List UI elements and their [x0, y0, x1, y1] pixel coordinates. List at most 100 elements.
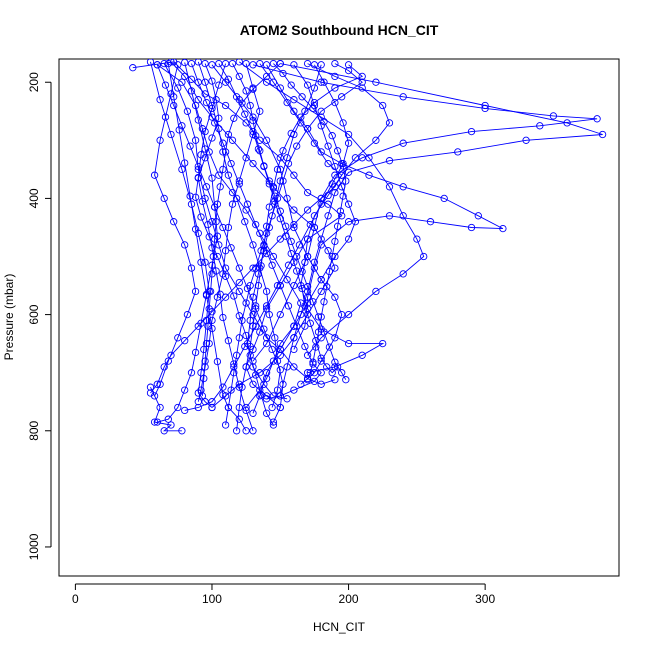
data-point — [208, 316, 216, 325]
data-point — [249, 409, 257, 417]
data-point — [230, 114, 238, 122]
data-point — [243, 284, 252, 293]
data-point — [200, 374, 208, 383]
data-point — [297, 119, 305, 127]
series-7 — [249, 61, 601, 365]
data-point — [309, 358, 317, 366]
data-point — [293, 142, 301, 150]
data-point — [178, 78, 186, 86]
data-point — [254, 281, 263, 290]
series-28 — [153, 61, 284, 412]
data-point — [331, 237, 339, 246]
data-point — [284, 159, 293, 168]
data-point — [262, 229, 271, 237]
data-point — [276, 345, 284, 354]
data-point — [235, 72, 243, 81]
data-point — [301, 302, 309, 310]
data-point — [224, 337, 233, 345]
series-6 — [235, 59, 428, 359]
data-point — [385, 157, 394, 165]
data-point — [306, 369, 314, 377]
data-point — [399, 212, 407, 220]
series-line — [197, 63, 261, 402]
data-point — [598, 130, 607, 139]
data-point — [342, 177, 350, 185]
data-point — [344, 200, 353, 208]
series-26 — [187, 59, 325, 403]
data-point — [221, 148, 230, 156]
series-4 — [160, 59, 339, 388]
series-line — [157, 62, 218, 423]
data-point — [242, 87, 250, 95]
data-point — [228, 59, 237, 68]
data-point — [276, 310, 284, 319]
data-point — [306, 319, 314, 327]
data-point — [317, 148, 325, 156]
data-point — [303, 369, 312, 377]
data-point — [298, 267, 306, 276]
data-point — [235, 415, 243, 423]
series-29 — [181, 61, 353, 415]
data-point — [246, 351, 254, 359]
data-point — [206, 287, 215, 296]
data-point — [254, 270, 263, 278]
data-point — [205, 339, 213, 348]
data-point — [224, 403, 233, 412]
data-point — [310, 258, 319, 266]
data-point — [262, 287, 271, 296]
y-tick-label: 600 — [27, 304, 41, 324]
data-point — [379, 339, 387, 348]
data-point — [187, 200, 196, 208]
data-point — [212, 96, 220, 104]
data-point — [164, 415, 172, 423]
data-point — [228, 136, 237, 144]
data-point — [235, 59, 243, 66]
y-tick-label: 200 — [27, 72, 41, 92]
series-24 — [228, 59, 350, 384]
data-point — [372, 136, 380, 144]
x-tick-label: 0 — [72, 592, 79, 606]
data-point — [303, 59, 312, 68]
data-point — [342, 376, 350, 384]
data-point — [241, 110, 249, 118]
data-point — [303, 252, 312, 261]
data-point — [310, 377, 319, 386]
data-point — [293, 322, 301, 330]
series-line — [150, 63, 343, 394]
data-point — [235, 403, 243, 412]
data-point — [358, 78, 366, 86]
data-point — [283, 98, 291, 107]
data-point — [323, 283, 331, 291]
data-point — [276, 392, 284, 400]
data-point — [312, 343, 320, 351]
data-point — [246, 342, 254, 351]
data-point — [269, 392, 278, 400]
data-point — [399, 139, 407, 147]
data-point — [146, 59, 155, 66]
data-point — [268, 212, 276, 220]
series-22 — [164, 59, 250, 435]
data-point — [276, 177, 284, 185]
data-point — [260, 162, 268, 171]
data-point — [242, 427, 250, 435]
data-point — [209, 252, 217, 261]
chart-title: ATOM2 Southbound HCN_CIT — [240, 22, 439, 38]
data-point — [317, 369, 325, 377]
data-point — [536, 122, 544, 130]
data-point — [257, 247, 265, 255]
data-point — [254, 145, 263, 153]
series-11 — [194, 59, 257, 435]
data-point — [208, 403, 216, 412]
data-point — [224, 171, 233, 179]
data-point — [324, 247, 332, 255]
data-point — [303, 287, 312, 296]
data-point — [256, 107, 264, 115]
data-point — [339, 192, 347, 200]
data-point — [191, 193, 200, 201]
data-point — [242, 363, 250, 371]
data-point — [208, 174, 216, 182]
data-point — [194, 398, 202, 406]
data-point — [351, 154, 360, 162]
data-point — [249, 159, 257, 168]
data-point — [317, 200, 325, 208]
